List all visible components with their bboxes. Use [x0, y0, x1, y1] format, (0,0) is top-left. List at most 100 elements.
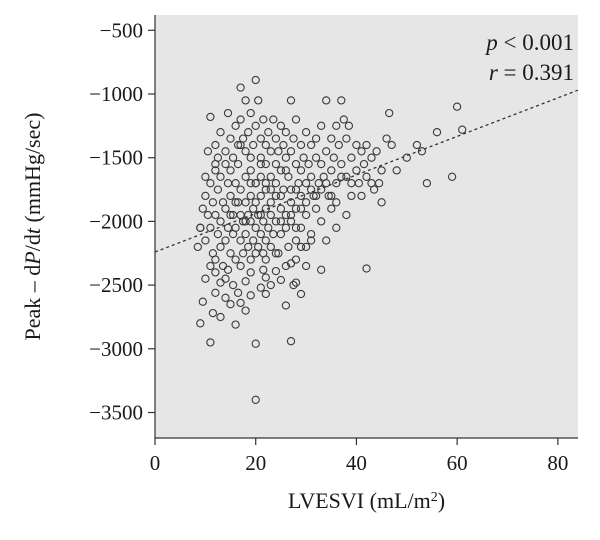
data-point [327, 166, 336, 175]
x-tick-label: 0 [150, 451, 161, 475]
data-point [447, 172, 457, 181]
data-point [244, 128, 253, 137]
data-point [271, 159, 281, 169]
data-point [241, 229, 250, 239]
data-point [231, 179, 240, 188]
x-ticks: 0 20 40 60 80 [150, 438, 568, 475]
data-point [317, 185, 326, 194]
data-point [211, 140, 220, 150]
data-point [337, 96, 346, 105]
data-point [251, 121, 260, 130]
data-point [254, 210, 263, 220]
data-point [216, 172, 225, 181]
data-point [372, 147, 381, 156]
data-point [402, 153, 411, 162]
data-point [251, 339, 260, 348]
data-point [271, 191, 281, 201]
data-point [291, 115, 301, 124]
data-point [211, 255, 220, 264]
data-point [226, 134, 235, 143]
data-point [271, 249, 281, 258]
data-point [304, 159, 313, 169]
data-point [213, 185, 223, 194]
data-point [317, 121, 326, 130]
data-point [286, 96, 296, 105]
data-point [203, 147, 213, 156]
data-point [362, 264, 371, 273]
data-point [332, 198, 341, 207]
data-point [271, 217, 281, 226]
data-point [241, 147, 250, 156]
data-point [286, 337, 296, 346]
data-point [271, 266, 281, 276]
data-point [244, 242, 253, 252]
data-point [342, 172, 351, 181]
data-point [291, 204, 301, 213]
data-point [329, 153, 338, 162]
data-point [322, 147, 331, 156]
data-point [251, 395, 260, 404]
data-point [347, 191, 356, 201]
data-point [367, 179, 376, 188]
axes [154, 15, 578, 439]
data-point [236, 236, 245, 245]
data-point [337, 159, 346, 169]
data-point [236, 83, 245, 92]
data-point [206, 223, 215, 232]
data-point [301, 210, 311, 220]
data-point [259, 265, 268, 274]
data-point [254, 96, 263, 105]
data-point [306, 140, 316, 150]
y-tick-label: −500 [100, 18, 143, 42]
data-point [246, 108, 255, 118]
data-point [266, 210, 275, 220]
data-point [296, 166, 306, 175]
data-point [231, 121, 240, 130]
data-point [221, 147, 230, 156]
data-point [226, 210, 235, 220]
data-point [306, 172, 316, 181]
data-point [347, 153, 356, 162]
y-axis-title: Peak – dP/dt (mmHg/sec) [20, 113, 45, 341]
data-point [332, 223, 341, 232]
r-value-annotation: r = 0.391 [489, 60, 574, 85]
data-point [198, 297, 207, 306]
data-point [246, 166, 255, 175]
data-point [256, 191, 265, 201]
data-point [261, 289, 270, 299]
data-point [211, 166, 220, 175]
data-point [256, 153, 265, 162]
data-point [198, 204, 207, 213]
data-point [246, 255, 255, 264]
data-point [286, 185, 296, 194]
data-point [221, 204, 230, 213]
data-point [256, 134, 265, 143]
y-ticks: −500 −1000 −1500 −2000 −2500 −3000 −3500 [89, 18, 155, 425]
data-point [261, 255, 270, 264]
data-point [261, 185, 270, 194]
data-point [276, 275, 286, 285]
data-point [241, 172, 250, 181]
data-point [256, 172, 265, 181]
data-point [261, 179, 270, 188]
data-point [216, 312, 225, 322]
data-point [271, 179, 281, 188]
data-point [327, 204, 336, 213]
data-point [236, 140, 245, 150]
data-point [322, 96, 331, 105]
data-point [422, 179, 432, 188]
data-point [347, 179, 356, 188]
data-point [216, 128, 225, 137]
data-point [259, 115, 268, 124]
data-point [236, 185, 245, 194]
data-point [211, 288, 220, 297]
data-point [357, 147, 366, 156]
data-point [359, 159, 369, 169]
data-point [251, 198, 260, 207]
data-point [231, 255, 240, 264]
data-point [251, 75, 260, 85]
data-point [228, 153, 238, 162]
data-point [231, 320, 240, 329]
data-point [291, 255, 301, 264]
data-point [233, 159, 243, 169]
